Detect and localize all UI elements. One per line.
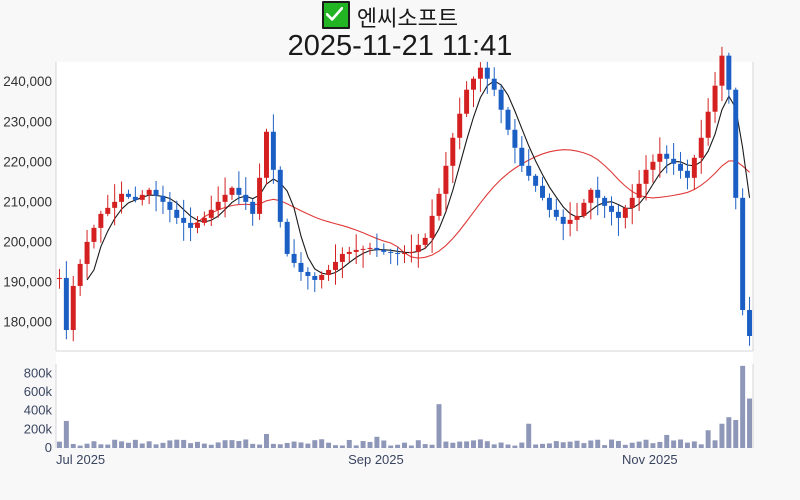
svg-text:Jul 2025: Jul 2025 [56,452,105,467]
svg-text:180,000: 180,000 [3,315,52,330]
svg-text:600k: 600k [24,384,53,399]
svg-text:800k: 800k [24,365,53,380]
svg-text:200k: 200k [24,421,53,436]
svg-text:Sep 2025: Sep 2025 [348,452,404,467]
svg-text:0: 0 [45,440,52,455]
svg-text:200,000: 200,000 [3,234,52,249]
svg-text:Nov 2025: Nov 2025 [622,452,678,467]
svg-text:210,000: 210,000 [3,194,52,209]
svg-text:190,000: 190,000 [3,274,52,289]
svg-text:400k: 400k [24,403,53,418]
svg-text:240,000: 240,000 [3,74,52,89]
svg-text:230,000: 230,000 [3,114,52,129]
svg-text:220,000: 220,000 [3,154,52,169]
